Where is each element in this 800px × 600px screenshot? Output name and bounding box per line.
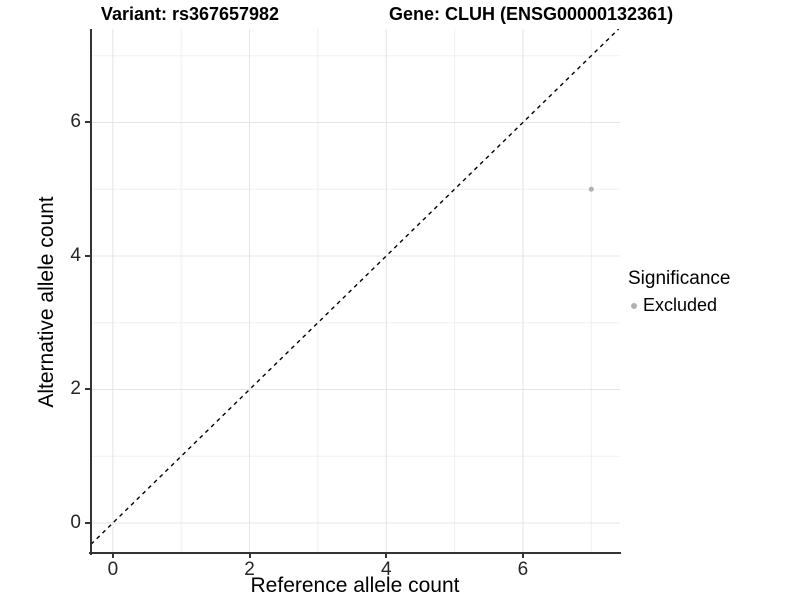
- plot-canvas: [91, 29, 620, 553]
- x-axis-line: [89, 552, 621, 554]
- y-axis-title: Alternative allele count: [35, 196, 58, 408]
- y-tick-label: 0: [70, 511, 81, 533]
- x-tick-mark: [111, 553, 114, 558]
- x-axis-title: Reference allele count: [250, 574, 460, 597]
- plot-title-gene: Gene: CLUH (ENSG00000132361): [388, 4, 674, 24]
- y-tick-mark: [85, 254, 91, 257]
- x-tick-label: 0: [107, 559, 119, 580]
- legend-point-icon: [631, 302, 637, 309]
- x-tick-mark: [248, 553, 251, 558]
- y-tick-label: 4: [70, 244, 81, 266]
- x-tick-mark: [521, 553, 524, 558]
- legend: Significance Excluded: [628, 268, 730, 316]
- x-tick-label: 6: [517, 559, 529, 580]
- y-tick-mark: [85, 521, 91, 524]
- legend-item-label: Excluded: [643, 295, 718, 315]
- y-axis-line: [90, 29, 92, 555]
- x-tick-label: 2: [244, 559, 255, 580]
- plot-title-variant: Variant: rs367657982: [100, 4, 280, 24]
- y-tick-mark: [85, 121, 91, 124]
- y-tick-label: 6: [70, 111, 81, 133]
- data-point: [588, 186, 594, 192]
- identity-dashed-line: [91, 29, 620, 545]
- x-tick-label: 4: [380, 559, 392, 580]
- y-tick-mark: [85, 388, 91, 391]
- legend-title: Significance: [628, 268, 731, 289]
- plot-panel: [91, 29, 620, 553]
- y-tick-label: 2: [70, 378, 81, 400]
- x-tick-mark: [385, 553, 388, 558]
- legend-item: Excluded: [628, 295, 730, 316]
